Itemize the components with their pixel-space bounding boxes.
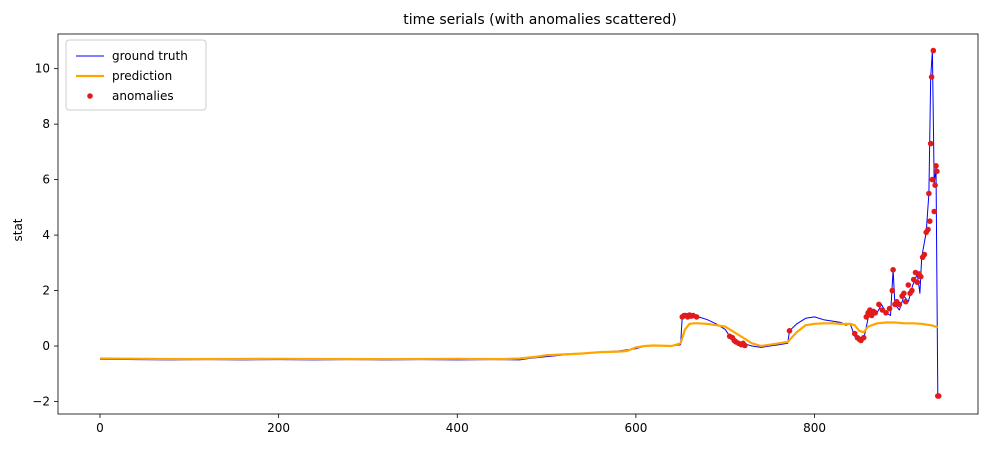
anomaly-point xyxy=(934,168,940,175)
anomaly-point xyxy=(742,342,748,349)
anomaly-point xyxy=(929,176,936,183)
anomaly-point xyxy=(901,290,907,297)
anomaly-point xyxy=(786,328,793,334)
plot-area xyxy=(99,47,942,399)
legend-swatch-anomalies xyxy=(87,93,93,99)
y-tick-label: 8 xyxy=(42,117,50,131)
anomaly-point xyxy=(921,251,928,258)
plot-frame xyxy=(57,33,979,415)
y-tick-label: 2 xyxy=(42,284,50,298)
legend-label-anomalies: anomalies xyxy=(112,89,174,103)
anomaly-point xyxy=(925,226,931,233)
anomaly-point xyxy=(927,140,934,147)
anomaly-point xyxy=(930,47,937,54)
anomaly-point xyxy=(931,208,937,215)
chart-title: time serials (with anomalies scattered) xyxy=(403,12,676,28)
y-tick-label: 6 xyxy=(42,173,50,187)
y-tick-label: 10 xyxy=(35,62,50,76)
anomaly-point xyxy=(896,301,903,308)
anomaly-point xyxy=(876,301,882,308)
y-tick-label: 0 xyxy=(42,339,50,353)
anomaly-point xyxy=(927,218,933,224)
y-tick-label: 4 xyxy=(42,228,50,242)
x-tick-label: 600 xyxy=(624,421,647,435)
anomaly-point xyxy=(886,305,893,312)
legend-label-ground-truth: ground truth xyxy=(112,49,188,63)
series-line-ground-truth xyxy=(99,50,939,397)
legend-label-prediction: prediction xyxy=(112,69,172,83)
y-tick-label: −2 xyxy=(32,395,50,409)
anomaly-point xyxy=(693,314,700,320)
x-tick-label: 200 xyxy=(267,421,290,435)
anomaly-point xyxy=(933,163,939,169)
anomaly-point xyxy=(914,279,921,286)
x-tick-label: 400 xyxy=(446,421,469,435)
anomaly-point xyxy=(932,182,938,188)
anomaly-point xyxy=(872,310,879,316)
anomaly-point xyxy=(909,287,915,294)
legend: ground truth prediction anomalies xyxy=(65,39,207,111)
legend-box xyxy=(65,39,207,111)
anomaly-point xyxy=(928,74,935,80)
anomaly-point xyxy=(905,282,912,288)
series-line-prediction xyxy=(99,321,939,361)
anomaly-point xyxy=(926,190,932,197)
anomaly-point xyxy=(883,310,889,316)
anomaly-point xyxy=(890,267,896,273)
anomaly-point xyxy=(918,273,924,280)
x-tick-label: 0 xyxy=(96,421,104,435)
anomaly-point xyxy=(889,287,896,294)
axes: 0 200 400 600 800 −2 0 2 4 6 8 10 xyxy=(32,33,979,435)
y-axis-label: stat xyxy=(11,218,25,241)
anomaly-point xyxy=(851,330,858,337)
anomaly-point xyxy=(935,393,942,399)
anomaly-point xyxy=(860,334,867,341)
x-tick-label: 800 xyxy=(803,421,826,435)
anomaly-point xyxy=(902,298,909,305)
